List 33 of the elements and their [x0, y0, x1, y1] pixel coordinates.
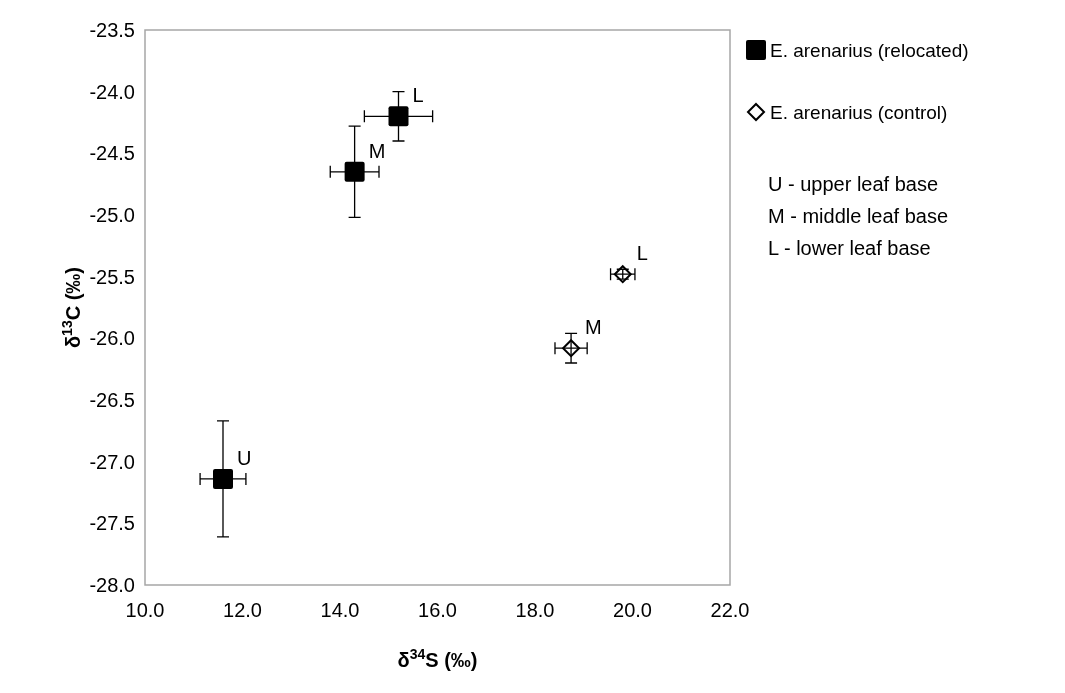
annotation: M [585, 316, 602, 339]
y-tick-label: -27.0 [89, 450, 135, 473]
y-tick-label: -27.5 [89, 512, 135, 535]
y-tick-label: -25.0 [89, 204, 135, 226]
y-tick-label: -24.5 [89, 142, 135, 165]
text: L - lower leaf base [768, 237, 931, 259]
point [213, 468, 233, 489]
y-tick-label: -28.0 [89, 574, 135, 596]
y-tick-label: -26.0 [89, 327, 135, 350]
x-tick-label: 10.0 [125, 599, 165, 621]
x-tick-label: 14.0 [320, 599, 360, 621]
text: M - middle leaf base [768, 205, 949, 227]
annotation: L [636, 242, 648, 265]
point [613, 265, 632, 284]
y-tick-label: -24.0 [89, 80, 135, 103]
x-tick-label: 22.0 [710, 599, 750, 621]
y-tick-label: -23.5 [89, 19, 135, 41]
x-tick-label: 18.0 [515, 599, 555, 621]
point [562, 339, 581, 358]
x-tick-label: 20.0 [613, 599, 652, 621]
y-tick-label: -26.5 [89, 389, 135, 411]
legend-label: E. arenarius (control) [770, 101, 948, 123]
y-tick-label: -25.5 [89, 265, 135, 288]
point [388, 106, 409, 127]
point [344, 161, 365, 182]
x-tick-label: 12.0 [223, 599, 262, 621]
annotation: U [237, 446, 252, 469]
x-axis-title: δ$^{34}$S (‰) [397, 646, 478, 671]
annotation: M [368, 139, 386, 162]
x-tick-label: 16.0 [418, 599, 457, 621]
annotation: L [412, 84, 424, 107]
text: U - upper leaf base [768, 173, 939, 195]
legend-label: E. arenarius (relocated) [770, 39, 969, 61]
